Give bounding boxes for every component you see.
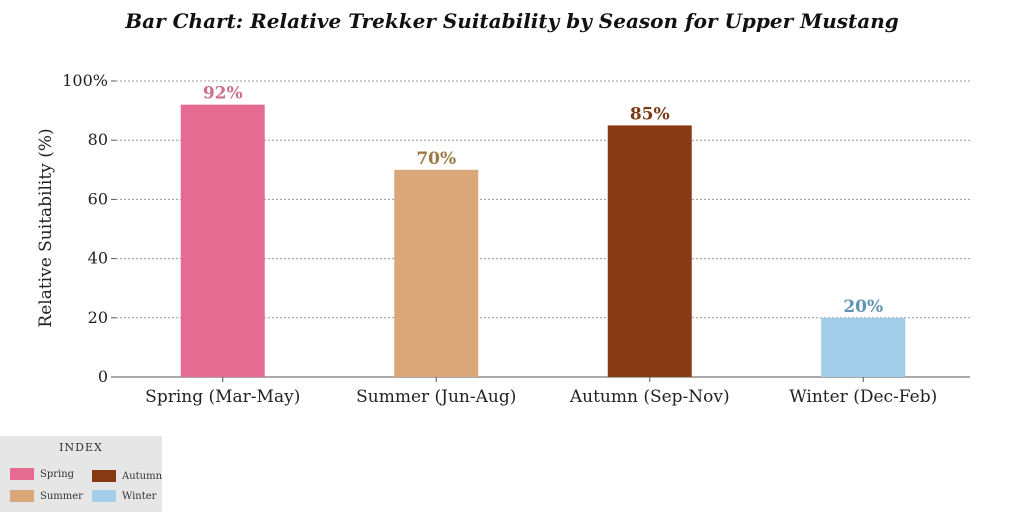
legend-title: INDEX bbox=[59, 441, 103, 454]
y-tick-label: 80 bbox=[88, 130, 108, 149]
bar-3 bbox=[607, 125, 692, 378]
y-tick-label: 20 bbox=[88, 308, 108, 327]
y-tick-label: 0 bbox=[98, 367, 108, 386]
data-label: 70% bbox=[416, 149, 456, 169]
data-label: 85% bbox=[630, 104, 670, 124]
data-label: 20% bbox=[843, 297, 883, 317]
labels: 0 20 40 60 80 100% 92% Spring (Mar-May) 70% Summe… bbox=[62, 71, 937, 407]
legend-swatch-winter bbox=[92, 490, 116, 502]
x-tick-label: Winter (Dec-Feb) bbox=[789, 387, 937, 407]
legend-item-summer: Summer bbox=[10, 490, 83, 502]
bars bbox=[180, 104, 906, 378]
legend-label-summer: Summer bbox=[40, 490, 83, 502]
bar-2 bbox=[394, 169, 479, 377]
y-axis-label: Relative Suitability (%) bbox=[36, 128, 56, 327]
bar-4 bbox=[821, 317, 906, 377]
bar-1 bbox=[180, 104, 265, 378]
legend-item-winter: Winter bbox=[92, 490, 156, 502]
legend-swatch-autumn bbox=[92, 470, 116, 482]
chart-title: Bar Chart: Relative Trekker Suitability … bbox=[124, 9, 899, 33]
y-tick-label: 100% bbox=[62, 71, 108, 90]
legend-label-spring: Spring bbox=[40, 468, 75, 480]
data-label: 92% bbox=[203, 84, 243, 104]
legend-swatch-spring bbox=[10, 468, 34, 480]
y-tick-label: 60 bbox=[88, 189, 108, 208]
x-tick-label: Autumn (Sep-Nov) bbox=[569, 387, 730, 407]
legend-item-spring: Spring bbox=[10, 468, 74, 480]
x-tick-label: Spring (Mar-May) bbox=[145, 387, 300, 407]
x-tick-label: Summer (Jun-Aug) bbox=[356, 387, 516, 407]
legend-item-autumn: Autumn bbox=[92, 470, 162, 482]
y-tick-label: 40 bbox=[88, 249, 108, 268]
legend-swatch-summer bbox=[10, 490, 34, 502]
legend: INDEX Spring Autumn Summer Winter bbox=[0, 436, 162, 512]
legend-label-winter: Winter bbox=[122, 490, 157, 502]
legend-label-autumn: Autumn bbox=[122, 470, 163, 482]
